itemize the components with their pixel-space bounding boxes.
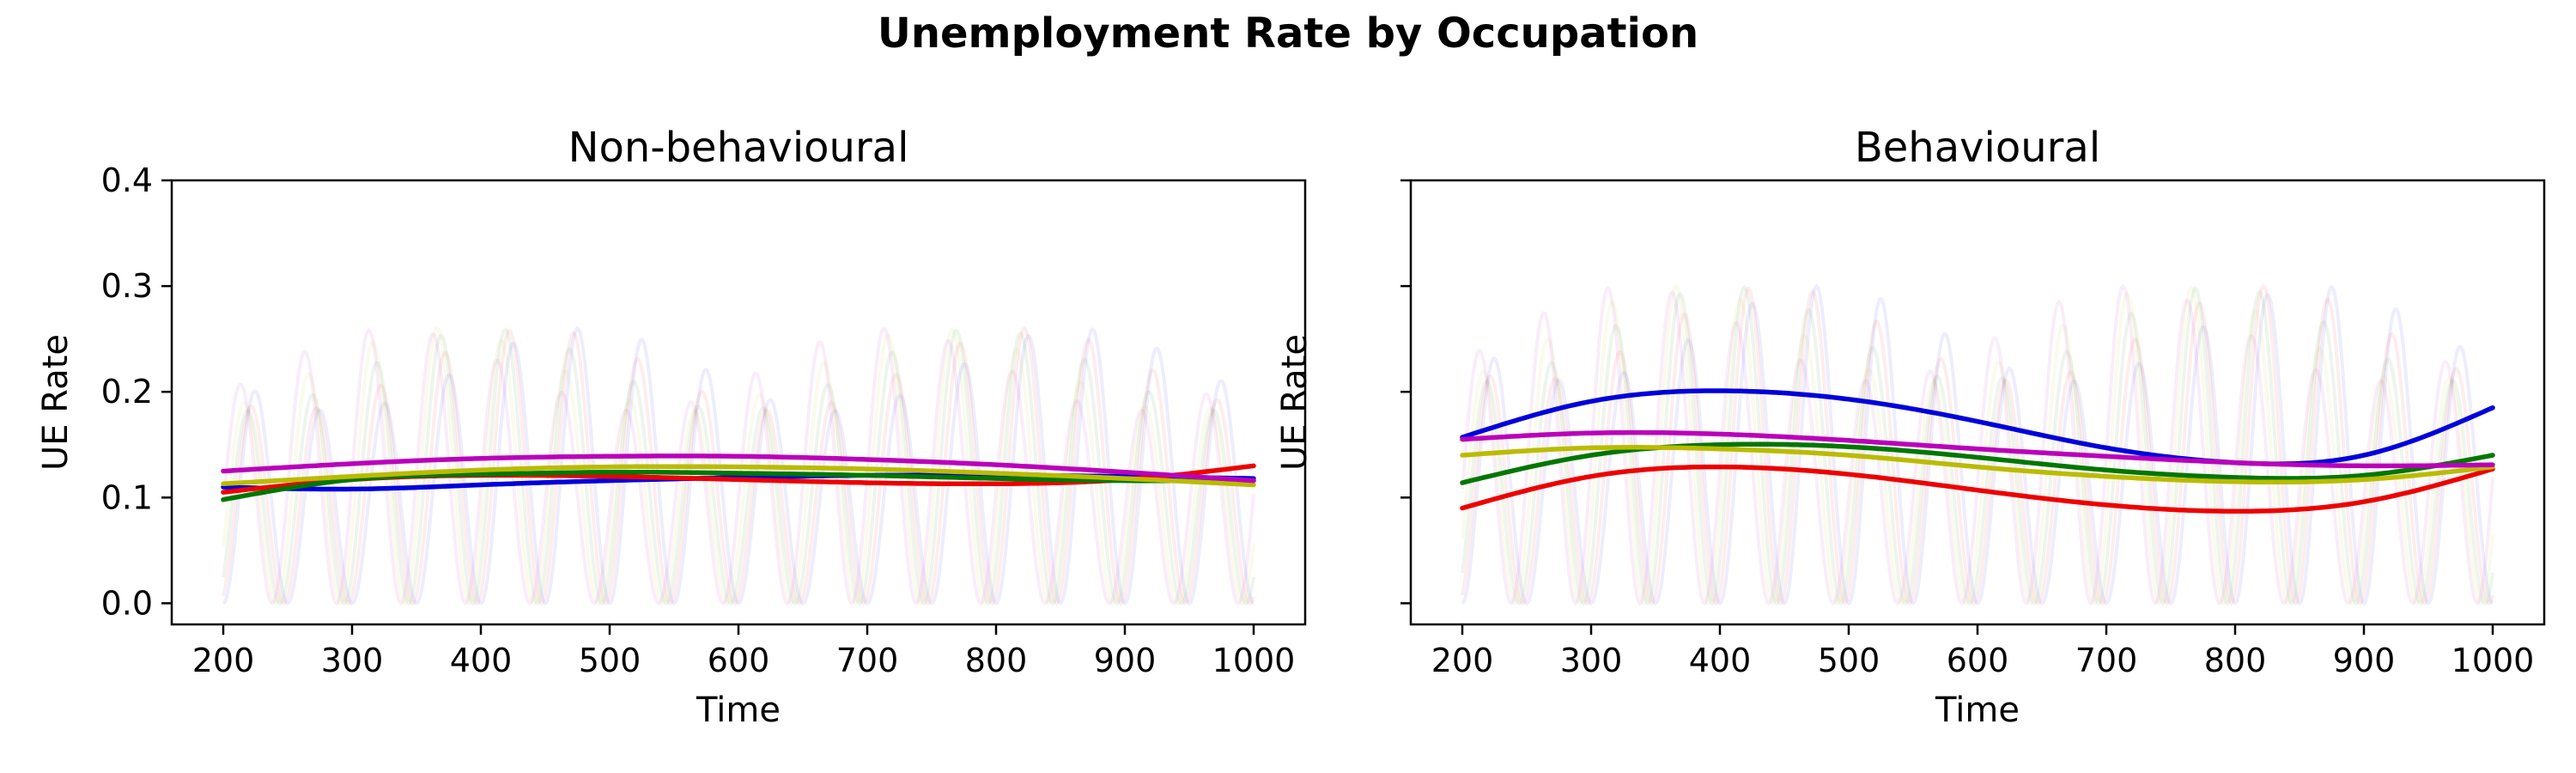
x-tick-label: 300 — [1560, 642, 1623, 679]
panel-title: Behavioural — [1855, 124, 2100, 172]
background-trace — [1461, 283, 2494, 606]
x-tick-label: 200 — [192, 642, 255, 679]
y-tick-label: 0.2 — [101, 373, 153, 411]
x-tick-label: 800 — [2204, 642, 2267, 679]
series-line-4 — [1460, 429, 2495, 469]
y-tick-label: 0.4 — [101, 161, 153, 199]
background-trace — [1461, 283, 2494, 606]
figure-title: Unemployment Rate by Occupation — [878, 9, 1698, 58]
x-axis-label: Time — [1935, 691, 2020, 730]
y-tick-label: 0.0 — [101, 584, 153, 622]
x-tick-label: 300 — [321, 642, 384, 679]
y-tick-label: 0.1 — [101, 478, 153, 516]
x-tick-label: 700 — [2075, 642, 2138, 679]
background-trace — [1461, 283, 2494, 606]
x-tick-label: 1000 — [1212, 642, 1296, 679]
x-tick-label: 400 — [1689, 642, 1752, 679]
y-axis-label: UE Rate — [36, 334, 76, 471]
x-tick-label: 900 — [1094, 642, 1157, 679]
x-tick-label: 800 — [965, 642, 1028, 679]
series-line-3 — [1460, 445, 2495, 485]
y-tick-label: 0.3 — [101, 267, 153, 305]
background-trace — [222, 326, 1255, 606]
x-tick-label: 700 — [836, 642, 899, 679]
x-tick-label: 1000 — [2451, 642, 2535, 679]
x-tick-label: 600 — [708, 642, 770, 679]
series-line-2 — [221, 469, 1256, 502]
series-line-0 — [1460, 388, 2495, 466]
series-line-1 — [1460, 464, 2495, 514]
x-tick-label: 400 — [450, 642, 513, 679]
y-axis-label: UE Rate — [1275, 334, 1315, 471]
background-cycles — [1461, 283, 2494, 606]
x-tick-label: 900 — [2333, 642, 2396, 679]
panel-title: Non-behavioural — [568, 124, 909, 172]
background-trace — [1461, 284, 2494, 606]
x-axis-label: Time — [696, 691, 781, 730]
background-trace — [222, 326, 1255, 606]
panel-behavioural: 200 300 400 500 600 700 800 900 1000 Behavioural T… — [1275, 124, 2546, 730]
x-tick-label: 500 — [579, 642, 641, 679]
x-tick-label: 600 — [1947, 642, 2009, 679]
background-trace — [222, 327, 1255, 606]
background-trace — [1461, 283, 2494, 606]
x-tick-label: 500 — [1818, 642, 1880, 679]
series-line-3 — [221, 464, 1256, 488]
panel-non-behavioural: 200 300 400 500 600 700 800 900 1000 0.0 0.1 0.2 0.3… — [36, 124, 1307, 730]
x-tick-label: 200 — [1431, 642, 1494, 679]
background-trace — [222, 326, 1255, 606]
series-line-4 — [221, 453, 1256, 484]
series-line-2 — [1460, 441, 2495, 485]
